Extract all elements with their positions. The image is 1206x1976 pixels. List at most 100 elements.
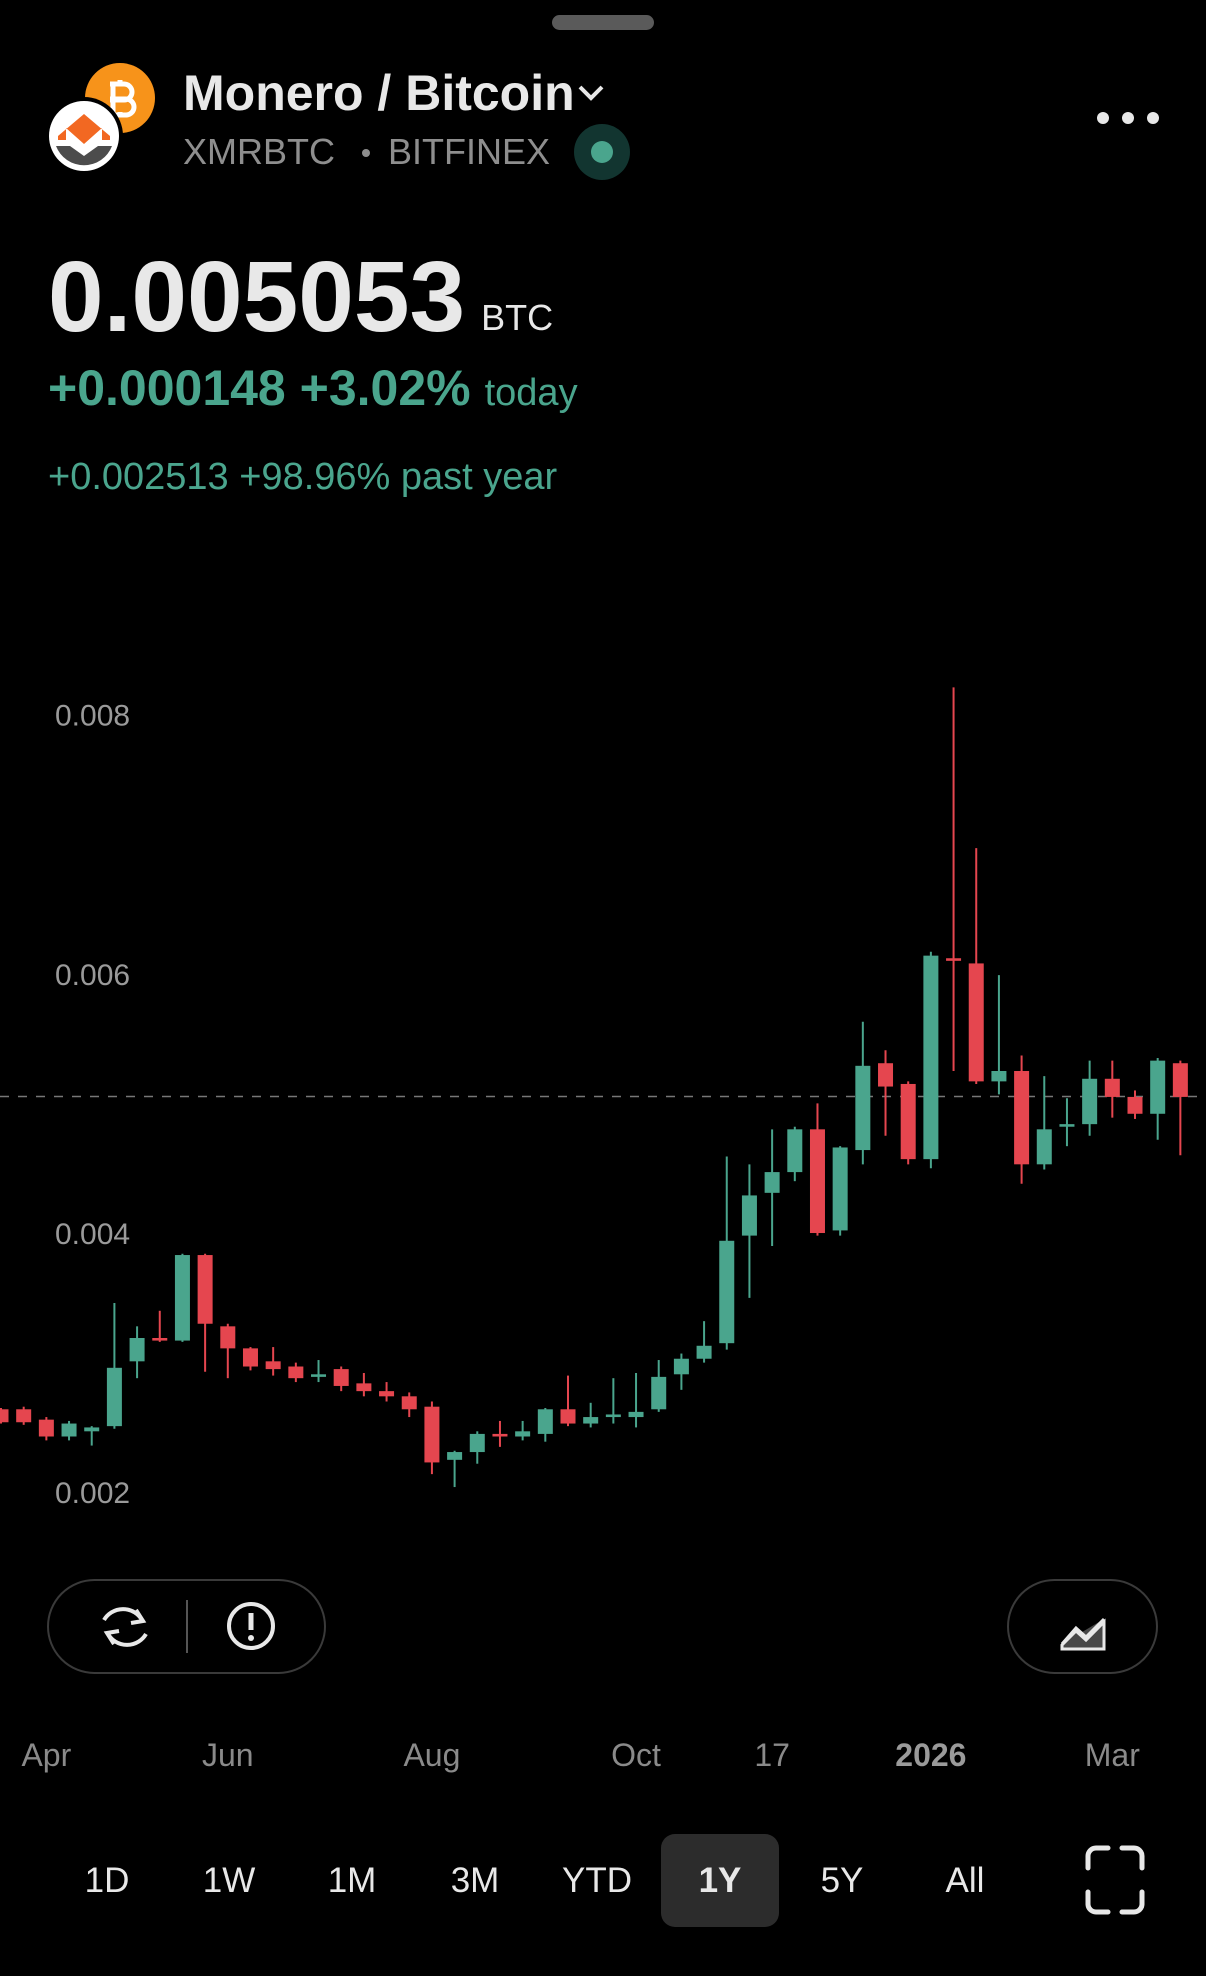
- range-label: All: [946, 1861, 985, 1900]
- candle-body: [1104, 1078, 1120, 1097]
- candle-body: [560, 1409, 576, 1424]
- candle-body: [741, 1195, 757, 1236]
- price-unit: BTC: [481, 297, 553, 338]
- sheet-handle[interactable]: [552, 15, 654, 30]
- candle-body: [946, 958, 962, 961]
- candle-body: [900, 1083, 916, 1160]
- today-label: today: [485, 372, 578, 414]
- range-label: 1Y: [699, 1861, 742, 1900]
- range-button[interactable]: 1M: [328, 1861, 377, 1900]
- symbol: XMRBTC: [183, 131, 335, 172]
- candle-body: [174, 1255, 190, 1341]
- monero-m: [58, 114, 110, 144]
- title-dropdown-chevron[interactable]: [578, 85, 604, 101]
- chart: 0.002 0.004 0.006 0.008 Apr Jun Aug Oct 17 2026 Ma…: [0, 687, 1206, 1773]
- range-label: 5Y: [821, 1861, 864, 1900]
- candle-body: [968, 963, 984, 1082]
- candle-body: [1082, 1078, 1098, 1125]
- candle-body: [197, 1255, 213, 1324]
- range-selected-bg: [661, 1834, 779, 1927]
- candle-body: [469, 1433, 485, 1453]
- candle-body: [84, 1427, 100, 1432]
- info-button[interactable]: [227, 1602, 275, 1650]
- more-menu[interactable]: [1097, 112, 1159, 124]
- x-tick-label: Aug: [403, 1737, 460, 1773]
- candle-body: [628, 1411, 644, 1418]
- candle-body: [537, 1409, 553, 1434]
- candle-body: [311, 1374, 327, 1377]
- tool-pill: [47, 1579, 326, 1674]
- fullscreen-icon: [1085, 1845, 1145, 1915]
- candle-body: [832, 1147, 848, 1231]
- candle-body: [787, 1129, 803, 1173]
- candle-body: [106, 1367, 122, 1427]
- candle-body: [129, 1337, 145, 1362]
- range-button[interactable]: YTD: [562, 1861, 632, 1900]
- candle-body: [0, 1409, 9, 1423]
- candle-body: [855, 1065, 871, 1151]
- range-selector: 1D 1W 1M 3M YTD 1Y 5Y All: [85, 1834, 985, 1927]
- refresh-arrows: [103, 1608, 147, 1646]
- candle-body: [878, 1063, 894, 1087]
- info-icon-dot: [248, 1635, 254, 1641]
- candle-body: [333, 1369, 349, 1386]
- candle-body: [447, 1452, 463, 1460]
- candle-body: [515, 1431, 531, 1437]
- monero-base: [56, 146, 112, 166]
- candle-body: [719, 1240, 735, 1344]
- menu-dot: [1122, 112, 1134, 124]
- refresh-button[interactable]: [102, 1607, 148, 1647]
- y-tick-label: 0.008: [55, 700, 130, 733]
- candle-body: [1014, 1071, 1030, 1165]
- range-label: YTD: [562, 1861, 632, 1900]
- candle-body: [152, 1337, 168, 1341]
- y-tick-label: 0.004: [55, 1218, 130, 1251]
- candle-body: [991, 1071, 1007, 1082]
- candle-body: [605, 1414, 621, 1418]
- pair-logo: [45, 63, 155, 175]
- x-tick-label: Mar: [1085, 1737, 1140, 1773]
- style-pill: [1007, 1579, 1158, 1674]
- menu-dot: [1097, 112, 1109, 124]
- exchange: BITFINEX: [388, 131, 550, 172]
- market-status-dot: [591, 141, 613, 163]
- range-button[interactable]: 5Y: [821, 1861, 864, 1900]
- candle-body: [356, 1383, 372, 1392]
- range-label: 3M: [451, 1861, 500, 1900]
- range-button[interactable]: 1W: [203, 1861, 256, 1900]
- range-button[interactable]: 3M: [451, 1861, 500, 1900]
- candle-body: [764, 1172, 780, 1193]
- candle-body: [1150, 1060, 1166, 1114]
- bitcoin-symbol: [110, 80, 137, 118]
- candle-body: [1059, 1124, 1075, 1127]
- chart-tools: [47, 1579, 1158, 1674]
- candle-body: [492, 1433, 508, 1437]
- range-label: 1M: [328, 1861, 377, 1900]
- x-tick-label: 17: [754, 1737, 790, 1773]
- candle-body: [401, 1396, 417, 1410]
- pair-title[interactable]: Monero / Bitcoin: [183, 65, 575, 121]
- candle-body: [1127, 1096, 1143, 1114]
- range-label: 1W: [203, 1861, 256, 1900]
- x-tick-label: Jun: [202, 1737, 254, 1773]
- range-button[interactable]: All: [946, 1861, 985, 1900]
- candle-body: [38, 1419, 54, 1437]
- candle-body: [1036, 1129, 1052, 1165]
- chart-style-button[interactable]: [1007, 1579, 1158, 1674]
- candle-body: [265, 1361, 281, 1370]
- candle-body: [809, 1129, 825, 1234]
- y-tick-label: 0.002: [55, 1477, 130, 1510]
- candle-body: [16, 1409, 32, 1423]
- candle-body: [651, 1376, 667, 1410]
- range-button[interactable]: 1Y: [661, 1834, 779, 1927]
- fullscreen-button[interactable]: [1085, 1845, 1145, 1915]
- range-label: 1D: [85, 1861, 130, 1900]
- change-year: +0.002513 +98.96% past year: [48, 456, 558, 498]
- candle-body: [379, 1391, 395, 1397]
- info-icon: [227, 1602, 275, 1650]
- candle-body: [288, 1366, 304, 1379]
- range-button[interactable]: 1D: [85, 1861, 130, 1900]
